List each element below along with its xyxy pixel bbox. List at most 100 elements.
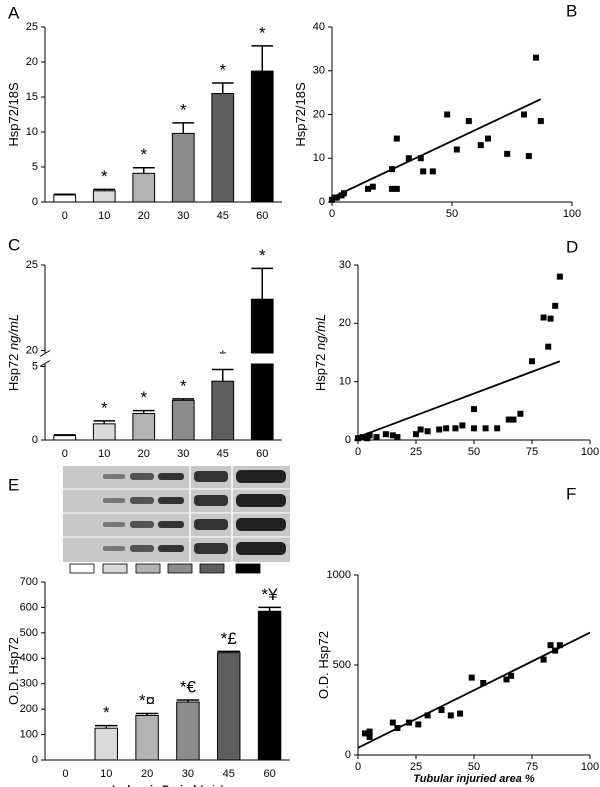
bar bbox=[94, 727, 118, 761]
y-tick-label: 1000 bbox=[327, 569, 351, 581]
y-tick-label: 700 bbox=[20, 576, 38, 588]
point bbox=[366, 734, 373, 740]
y-axis-title: Hsp72/18S bbox=[6, 82, 21, 147]
axis-break bbox=[39, 353, 282, 364]
point bbox=[505, 416, 512, 423]
x-tick-label: 45 bbox=[217, 448, 229, 460]
point bbox=[424, 712, 431, 719]
annotation: * bbox=[103, 703, 110, 722]
y-tick-label: 15 bbox=[26, 91, 38, 103]
y-tick-label: 25 bbox=[26, 259, 38, 271]
point bbox=[373, 434, 380, 441]
band bbox=[158, 521, 184, 528]
y-tick-label: 25 bbox=[26, 21, 38, 33]
y-tick-label: 0 bbox=[345, 434, 351, 446]
band bbox=[194, 471, 228, 482]
x-tick-label: 100 bbox=[563, 208, 581, 220]
x-tick-label: 10 bbox=[98, 448, 110, 460]
annotation: *£ bbox=[221, 629, 238, 648]
y-tick-label: 200 bbox=[20, 703, 38, 715]
point bbox=[452, 425, 459, 432]
y-tick-label: 100 bbox=[20, 728, 38, 740]
bar bbox=[92, 423, 116, 441]
x-tick-label: 20 bbox=[138, 448, 150, 460]
point bbox=[389, 185, 395, 192]
band bbox=[158, 545, 184, 552]
x-axis-title-text: Ischemia Period bbox=[111, 784, 196, 787]
point bbox=[365, 185, 371, 192]
point bbox=[533, 54, 539, 61]
bar bbox=[211, 380, 235, 441]
y-axis-title-text: Hsp72 bbox=[6, 354, 21, 392]
point bbox=[477, 142, 484, 149]
point bbox=[482, 425, 489, 432]
annotation: * bbox=[101, 167, 108, 186]
y-axis-title-unit: ng/mL bbox=[6, 314, 21, 350]
point bbox=[415, 721, 422, 728]
point bbox=[389, 719, 396, 726]
x-tick-label: 50 bbox=[468, 761, 480, 773]
y-tick-label: 30 bbox=[313, 65, 325, 77]
blot-bands bbox=[103, 470, 286, 555]
lane-swatch bbox=[135, 563, 161, 574]
point bbox=[540, 656, 547, 663]
band bbox=[103, 498, 125, 503]
point bbox=[471, 425, 477, 432]
band bbox=[130, 497, 154, 504]
x-tick-label: 60 bbox=[256, 210, 268, 222]
point bbox=[405, 155, 412, 162]
y-axis-title-text: Hsp72/18S bbox=[293, 82, 308, 147]
x-tick-label: 0 bbox=[355, 761, 361, 773]
band bbox=[158, 473, 184, 480]
point bbox=[394, 434, 401, 441]
lane-swatch bbox=[167, 563, 193, 574]
bar bbox=[211, 93, 235, 203]
point bbox=[359, 434, 366, 441]
y-tick-label: 300 bbox=[20, 678, 38, 690]
point bbox=[389, 166, 395, 173]
band bbox=[236, 518, 286, 531]
x-tick-label: 0 bbox=[62, 448, 68, 460]
point bbox=[429, 168, 436, 175]
y-tick-label: 5 bbox=[32, 360, 38, 372]
x-tick-label: 25 bbox=[410, 761, 422, 773]
point bbox=[485, 135, 491, 142]
y-tick-label: 400 bbox=[20, 652, 38, 664]
panel-label: F bbox=[566, 484, 576, 503]
axis-break-mark bbox=[39, 360, 51, 367]
y-tick-label: 500 bbox=[333, 659, 351, 671]
point bbox=[471, 406, 477, 413]
point bbox=[382, 431, 389, 438]
y-tick-label: 0 bbox=[32, 196, 38, 208]
annotation: * bbox=[180, 100, 187, 119]
point bbox=[525, 153, 532, 160]
y-tick-label: 600 bbox=[20, 601, 38, 613]
y-tick-label: 20 bbox=[26, 56, 38, 68]
bar bbox=[250, 298, 274, 441]
point bbox=[547, 315, 554, 322]
bar bbox=[176, 701, 200, 761]
bar bbox=[217, 652, 241, 761]
point bbox=[521, 111, 527, 118]
x-tick-label: 30 bbox=[177, 448, 189, 460]
x-axis-title: Ischemia Period (min) bbox=[111, 784, 224, 787]
point bbox=[436, 426, 443, 433]
point bbox=[552, 647, 559, 654]
band bbox=[130, 545, 154, 552]
point bbox=[453, 146, 460, 153]
y-axis-title-text: Hsp72 bbox=[313, 354, 328, 392]
fit-line bbox=[331, 98, 542, 199]
y-axis-title: Hsp72/18S bbox=[293, 82, 308, 147]
panel-label: E bbox=[8, 475, 19, 494]
point bbox=[438, 707, 445, 713]
x-tick-label: 100 bbox=[581, 761, 599, 773]
point bbox=[504, 150, 511, 157]
bar bbox=[132, 172, 156, 203]
point bbox=[517, 410, 524, 417]
point bbox=[503, 676, 510, 683]
y-tick-label: 0 bbox=[345, 749, 351, 761]
point bbox=[366, 432, 373, 439]
y-tick-label: 20 bbox=[313, 108, 325, 120]
point bbox=[443, 425, 450, 432]
